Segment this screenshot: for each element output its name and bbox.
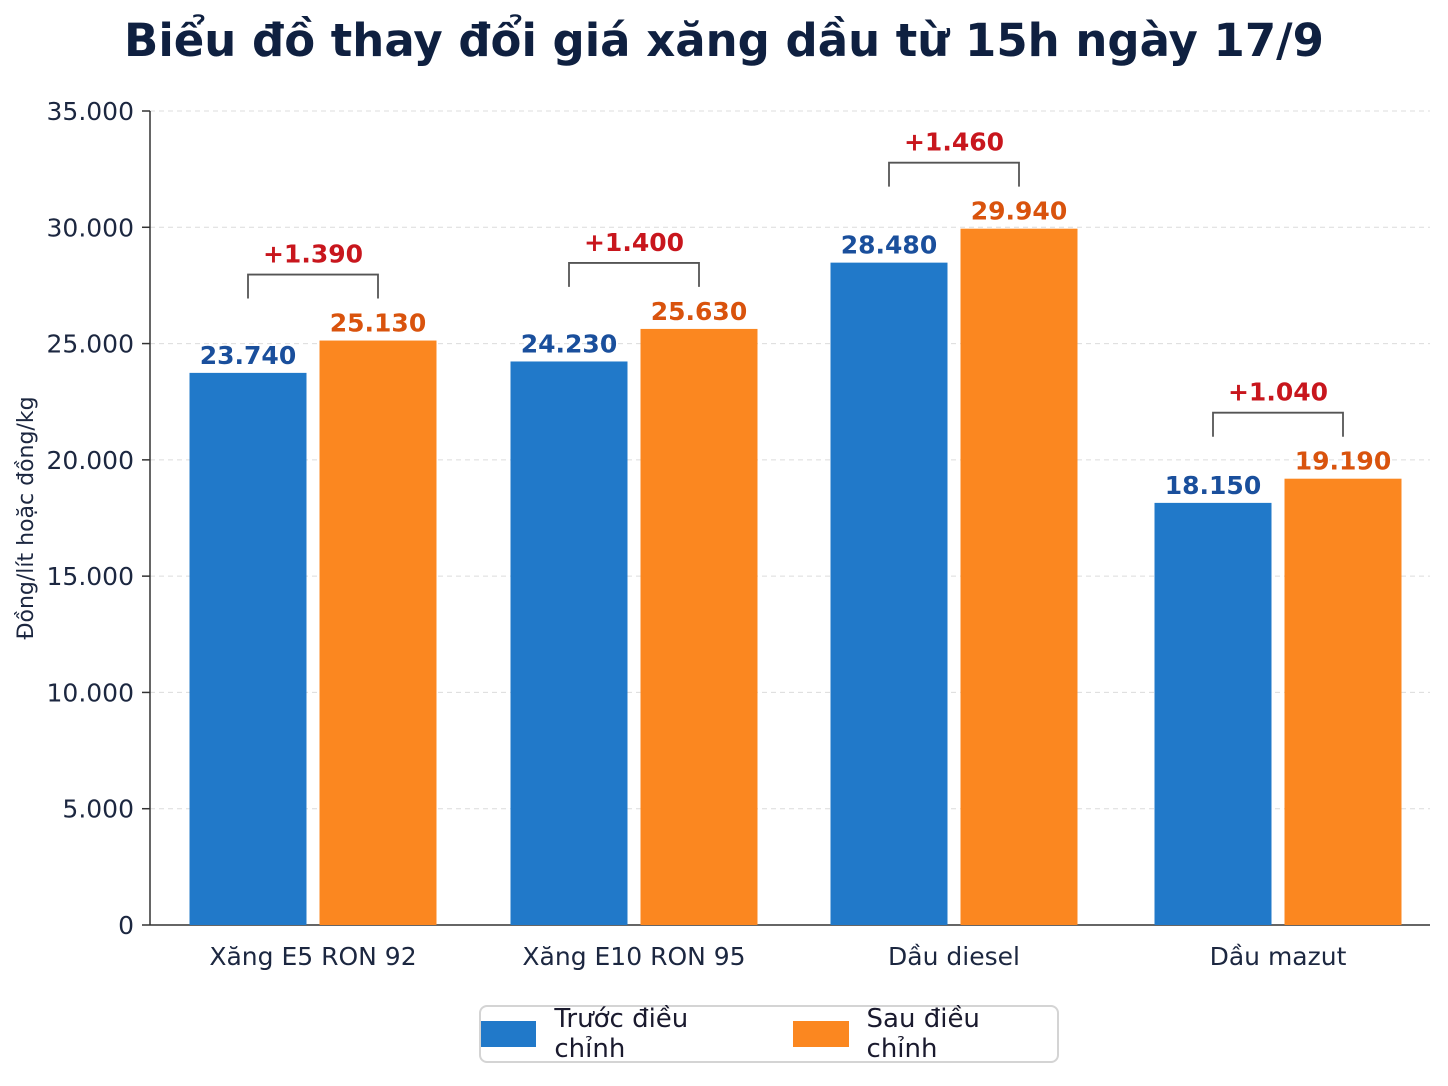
bar-before: [1154, 502, 1272, 925]
legend-label-before: Trước điều chỉnh: [554, 1004, 689, 1064]
change-bracket: [1212, 411, 1344, 437]
y-tick-label: 10.000: [47, 678, 134, 707]
data-label-after: 19.190: [1295, 447, 1391, 476]
bar-after: [640, 328, 758, 925]
y-tick-label: 30.000: [47, 213, 134, 242]
bar-before: [189, 372, 307, 925]
data-label-before: 18.150: [1165, 471, 1261, 500]
y-tick-label: 35.000: [47, 97, 134, 126]
data-label-after: 25.130: [330, 309, 426, 338]
x-tick-label: Xăng E10 RON 95: [522, 942, 745, 971]
legend-item-after: Sau điều chỉnh: [793, 1004, 1057, 1064]
change-label: +1.040: [1228, 378, 1328, 407]
chart-legend: Trước điều chỉnh Sau điều chỉnh: [479, 1004, 1059, 1064]
data-label-after: 29.940: [971, 197, 1067, 226]
bar-after: [960, 228, 1078, 925]
x-tick-label: Xăng E5 RON 92: [209, 942, 416, 971]
legend-swatch-after: [793, 1021, 849, 1047]
legend-label-after: Sau điều chỉnh: [866, 1004, 980, 1064]
legend-swatch-before: [481, 1021, 537, 1047]
data-label-after: 25.630: [651, 297, 747, 326]
y-tick-label: 5.000: [62, 795, 134, 824]
bar-after: [319, 340, 437, 926]
y-tick-label: 15.000: [47, 562, 134, 591]
change-label: +1.460: [904, 128, 1004, 157]
data-label-before: 24.230: [521, 329, 617, 358]
change-bracket: [888, 161, 1020, 187]
y-tick-label: 20.000: [47, 446, 134, 475]
bar-before: [510, 361, 628, 925]
x-tick-label: Dầu diesel: [888, 942, 1020, 971]
legend-item-before: Trước điều chỉnh: [481, 1004, 765, 1064]
bar-before: [830, 262, 948, 925]
data-label-before: 23.740: [200, 341, 296, 370]
bar-after: [1284, 478, 1402, 925]
change-label: +1.400: [584, 228, 684, 257]
y-axis-title: Đồng/lít hoặc đồng/kg: [14, 396, 39, 639]
x-tick-label: Dầu mazut: [1210, 942, 1347, 971]
y-tick-label: 0: [118, 911, 134, 940]
chart-title: Biểu đồ thay đổi giá xăng dầu từ 15h ngà…: [124, 14, 1324, 67]
data-label-before: 28.480: [841, 231, 937, 260]
y-tick-label: 25.000: [47, 330, 134, 359]
change-bracket: [568, 262, 700, 287]
change-label: +1.390: [263, 240, 363, 269]
change-bracket: [247, 273, 379, 299]
